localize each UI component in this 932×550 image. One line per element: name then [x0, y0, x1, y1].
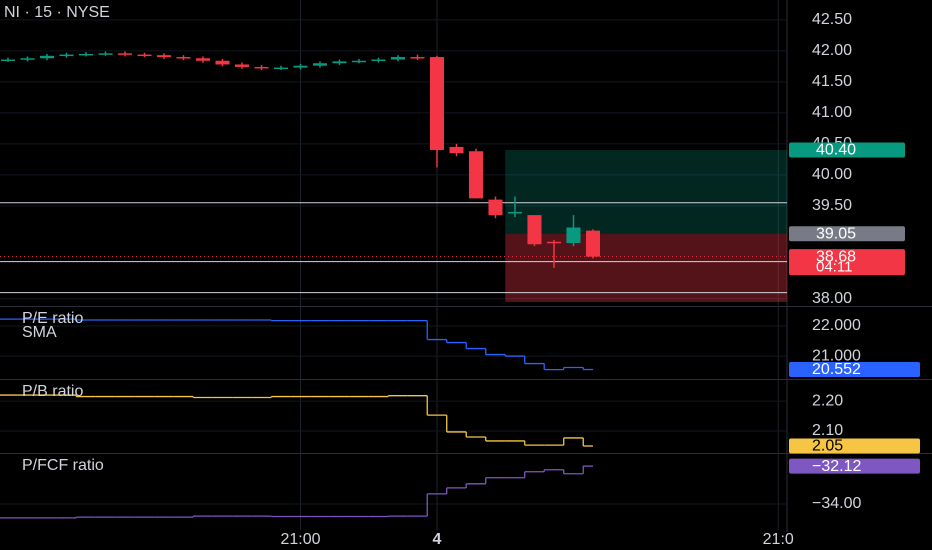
candle-body [117, 53, 133, 55]
candle-body [527, 215, 542, 245]
candle-body [0, 59, 16, 62]
candle-body [78, 53, 94, 56]
y-tick-label: 40.00 [812, 166, 852, 183]
y-tick-label: 21.000 [812, 347, 861, 364]
candle-body [351, 60, 367, 63]
candle-body [390, 57, 406, 60]
value-label-box [789, 458, 920, 474]
y-tick-label: 39.50 [812, 197, 852, 214]
candle-body [20, 58, 35, 60]
candle-body [137, 54, 152, 57]
candle-body [39, 55, 55, 59]
loss-zone [505, 233, 787, 302]
chart-title: NI · 15 · NYSE [4, 4, 110, 21]
candle-body [215, 60, 230, 65]
y-tick-label: 22.000 [812, 317, 861, 334]
price-label-box [789, 142, 905, 158]
y-tick-label: 2.10 [812, 422, 843, 439]
price-label-box [789, 249, 905, 276]
candle-body [332, 61, 347, 64]
price-label: 39.05 [816, 225, 856, 242]
candle-body [371, 59, 386, 62]
candle-body [273, 67, 289, 70]
value-label-box [789, 438, 920, 454]
candle-body [410, 57, 425, 59]
y-tick-label: −34.00 [812, 495, 861, 512]
candle-body [176, 57, 191, 59]
candle-body [234, 64, 250, 67]
profit-zone [505, 150, 787, 234]
y-tick-label: 41.50 [812, 73, 852, 90]
candle-body [156, 55, 172, 58]
y-tick-label: 42.50 [812, 11, 852, 28]
pane-title: P/FCF ratio [22, 457, 104, 474]
y-tick-label: 38.00 [812, 290, 852, 307]
y-tick-label: 2.20 [812, 392, 843, 409]
price-label-box [789, 226, 905, 242]
candle-body [312, 63, 328, 66]
value-label-box [789, 362, 920, 378]
candle-body [507, 212, 523, 214]
candle-body [546, 241, 562, 244]
pane-title: P/B ratio [22, 383, 83, 400]
x-tick-label: 4 [433, 531, 442, 548]
value-label: 2.05 [812, 438, 843, 455]
candle-body [254, 66, 269, 69]
value-label: −32.12 [812, 458, 861, 475]
candle-body [293, 65, 308, 68]
candle-body [468, 151, 484, 199]
candle-body [59, 54, 74, 57]
candle-body [488, 199, 503, 216]
candle-body [449, 146, 464, 154]
pane-title: P/E ratio [22, 310, 83, 327]
price-label: 38.68 [816, 248, 856, 265]
x-tick-label: 21:00 [280, 531, 320, 548]
candle-body [98, 53, 113, 55]
value-label: 20.552 [812, 361, 861, 378]
candle-body [429, 57, 445, 151]
x-tick-label: 21:0 [763, 531, 794, 548]
y-tick-label: 41.00 [812, 104, 852, 121]
candle-body [195, 58, 211, 61]
y-tick-label: 42.00 [812, 42, 852, 59]
pane-subtitle: SMA [22, 324, 57, 341]
candle-body [585, 230, 601, 257]
candle-body [566, 227, 581, 244]
price-label: 40.40 [816, 142, 856, 159]
countdown: 04:11 [816, 259, 852, 276]
